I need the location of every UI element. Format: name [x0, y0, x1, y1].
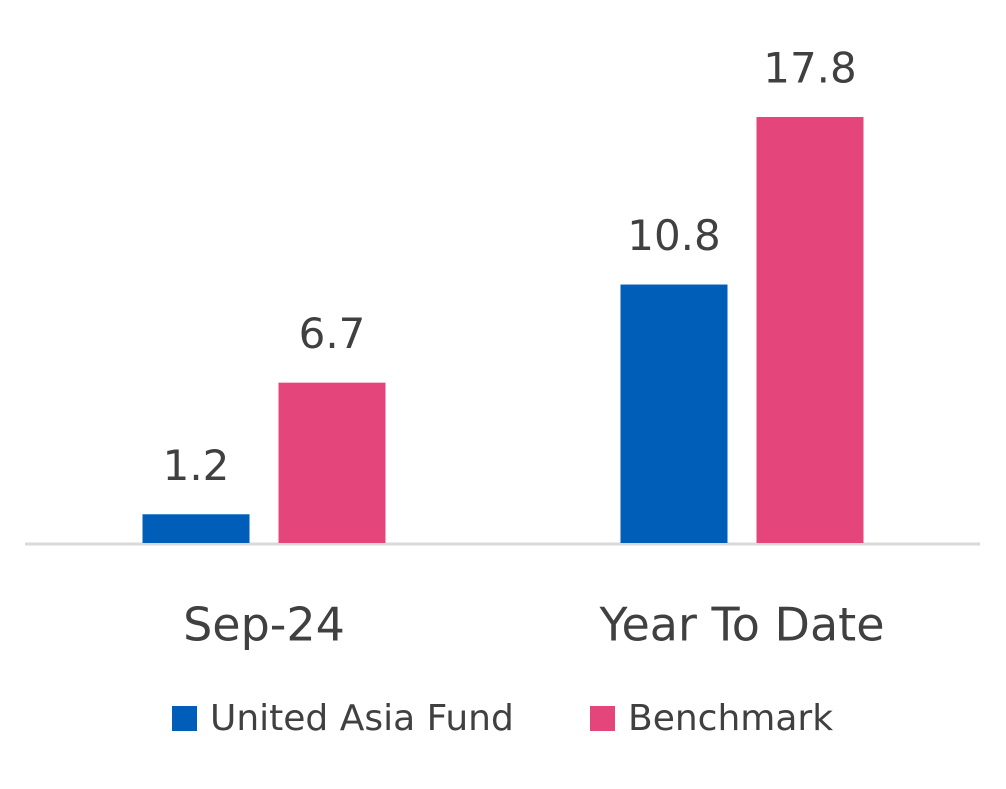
- legend-swatch: [590, 706, 615, 731]
- legend-label: Benchmark: [628, 698, 833, 739]
- data-label: 17.8: [763, 44, 857, 93]
- x-tick-label: Sep-24: [183, 598, 345, 652]
- legend-swatch: [172, 706, 197, 731]
- data-label: 10.8: [627, 211, 721, 260]
- legend-label: United Asia Fund: [210, 698, 514, 739]
- data-label: 1.2: [163, 441, 230, 490]
- bar: [756, 117, 864, 543]
- bar: [142, 514, 250, 543]
- x-tick-label: Year To Date: [598, 598, 884, 652]
- bar: [620, 284, 728, 543]
- data-label: 6.7: [299, 309, 366, 358]
- bar: [278, 382, 386, 543]
